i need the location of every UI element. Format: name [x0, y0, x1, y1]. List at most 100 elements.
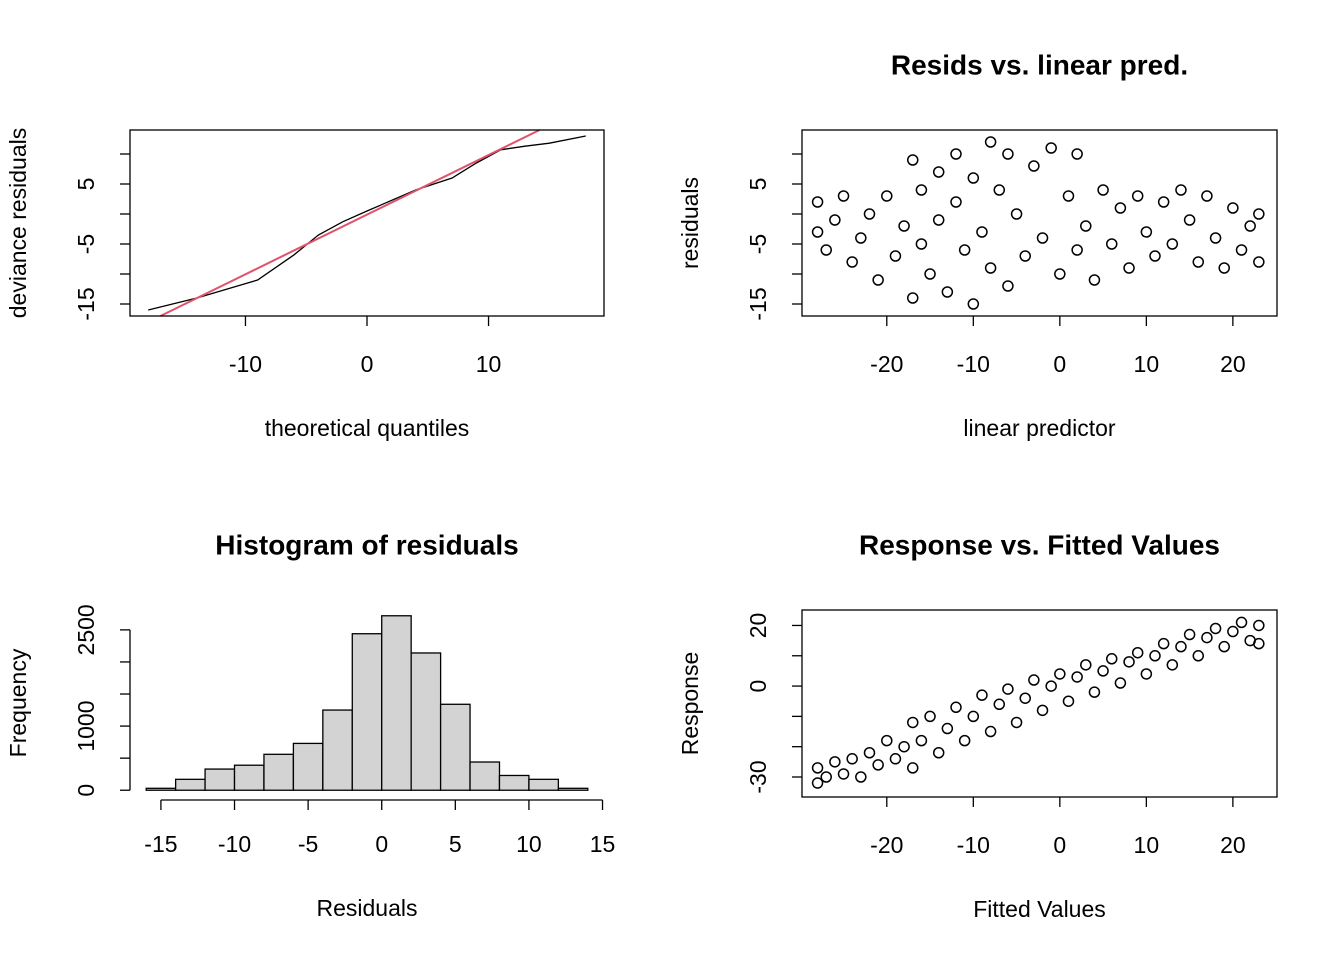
- panel-title: Response vs. Fitted Values: [859, 529, 1220, 560]
- x-tick-label: -20: [870, 832, 903, 858]
- point: [1253, 619, 1265, 632]
- point: [1114, 677, 1127, 689]
- point: [1002, 280, 1014, 292]
- y-axis-label: Response: [677, 652, 703, 756]
- point: [837, 190, 850, 202]
- point: [1175, 184, 1187, 196]
- point: [1105, 653, 1118, 665]
- point: [1088, 274, 1101, 286]
- point: [829, 756, 841, 768]
- point: [1209, 622, 1222, 635]
- point: [1227, 625, 1239, 638]
- point: [1080, 220, 1092, 232]
- point: [1054, 668, 1066, 680]
- point: [837, 768, 850, 780]
- bar: [263, 753, 295, 791]
- point: [855, 771, 867, 783]
- point: [1036, 704, 1049, 717]
- point: [915, 734, 928, 747]
- point: [984, 725, 997, 738]
- point: [846, 753, 858, 765]
- point: [932, 214, 945, 226]
- point: [932, 747, 945, 759]
- point: [967, 710, 980, 723]
- point: [811, 226, 824, 238]
- point: [1114, 202, 1127, 214]
- y-tick-label: -15: [73, 287, 99, 320]
- bar: [351, 633, 383, 791]
- point: [967, 298, 980, 310]
- x-tick-label: -20: [870, 351, 903, 377]
- bar: [204, 768, 236, 791]
- x-tick-label: -5: [298, 831, 318, 857]
- bar: [145, 787, 177, 791]
- panel-title: Histogram of residuals: [215, 529, 518, 560]
- point: [1105, 238, 1118, 250]
- point: [1166, 238, 1179, 250]
- point: [1140, 226, 1153, 238]
- x-tick-label: -10: [957, 832, 990, 858]
- y-tick-label: 2500: [73, 604, 99, 655]
- reference-line: [159, 129, 541, 317]
- x-tick-label: -10: [957, 351, 990, 377]
- plot-frame: [801, 609, 1278, 798]
- point: [1088, 686, 1101, 698]
- point: [984, 262, 997, 274]
- point: [811, 196, 824, 208]
- y-tick-label: 0: [745, 680, 771, 693]
- point: [1244, 220, 1256, 232]
- point: [915, 238, 928, 250]
- point: [1235, 616, 1248, 629]
- panel-title: Resids vs. linear pred.: [891, 49, 1188, 80]
- point: [1157, 196, 1170, 208]
- point: [924, 268, 936, 280]
- point: [1192, 650, 1205, 662]
- point: [1071, 671, 1083, 683]
- bar: [322, 709, 353, 791]
- x-tick-label: 5: [449, 831, 462, 857]
- point: [1080, 659, 1092, 671]
- y-axis-label: deviance residuals: [5, 128, 31, 319]
- point: [906, 716, 919, 729]
- point: [1131, 190, 1144, 202]
- point: [1019, 250, 1031, 262]
- point: [1166, 659, 1179, 671]
- point: [932, 166, 945, 178]
- point: [811, 777, 824, 789]
- point: [1175, 640, 1187, 653]
- point: [1019, 692, 1031, 704]
- point: [1036, 232, 1049, 244]
- point: [1201, 190, 1213, 202]
- bar: [498, 774, 530, 791]
- point: [950, 148, 962, 160]
- point: [1062, 695, 1075, 707]
- point: [898, 220, 910, 232]
- point: [1253, 637, 1265, 650]
- y-tick-label: -30: [745, 760, 771, 793]
- point: [846, 256, 858, 268]
- bar: [439, 703, 471, 791]
- x-tick-label: -10: [229, 351, 262, 377]
- point: [1149, 650, 1161, 662]
- bar: [557, 787, 589, 791]
- point: [941, 722, 954, 735]
- point: [1140, 668, 1153, 680]
- bar: [233, 764, 265, 791]
- point: [1045, 680, 1057, 692]
- point: [950, 701, 962, 714]
- point: [1157, 637, 1170, 650]
- point: [1183, 628, 1196, 641]
- point: [863, 747, 876, 759]
- x-axis-label: linear predictor: [963, 415, 1115, 441]
- point: [889, 753, 902, 765]
- point: [1209, 232, 1222, 244]
- point: [1131, 646, 1144, 659]
- bar: [528, 778, 560, 791]
- point: [863, 208, 876, 220]
- point: [1002, 148, 1014, 160]
- y-tick-label: -5: [745, 234, 771, 254]
- point: [1097, 665, 1109, 677]
- x-tick-label: 10: [1134, 832, 1160, 858]
- y-tick-label: 5: [745, 178, 771, 191]
- point: [906, 154, 919, 166]
